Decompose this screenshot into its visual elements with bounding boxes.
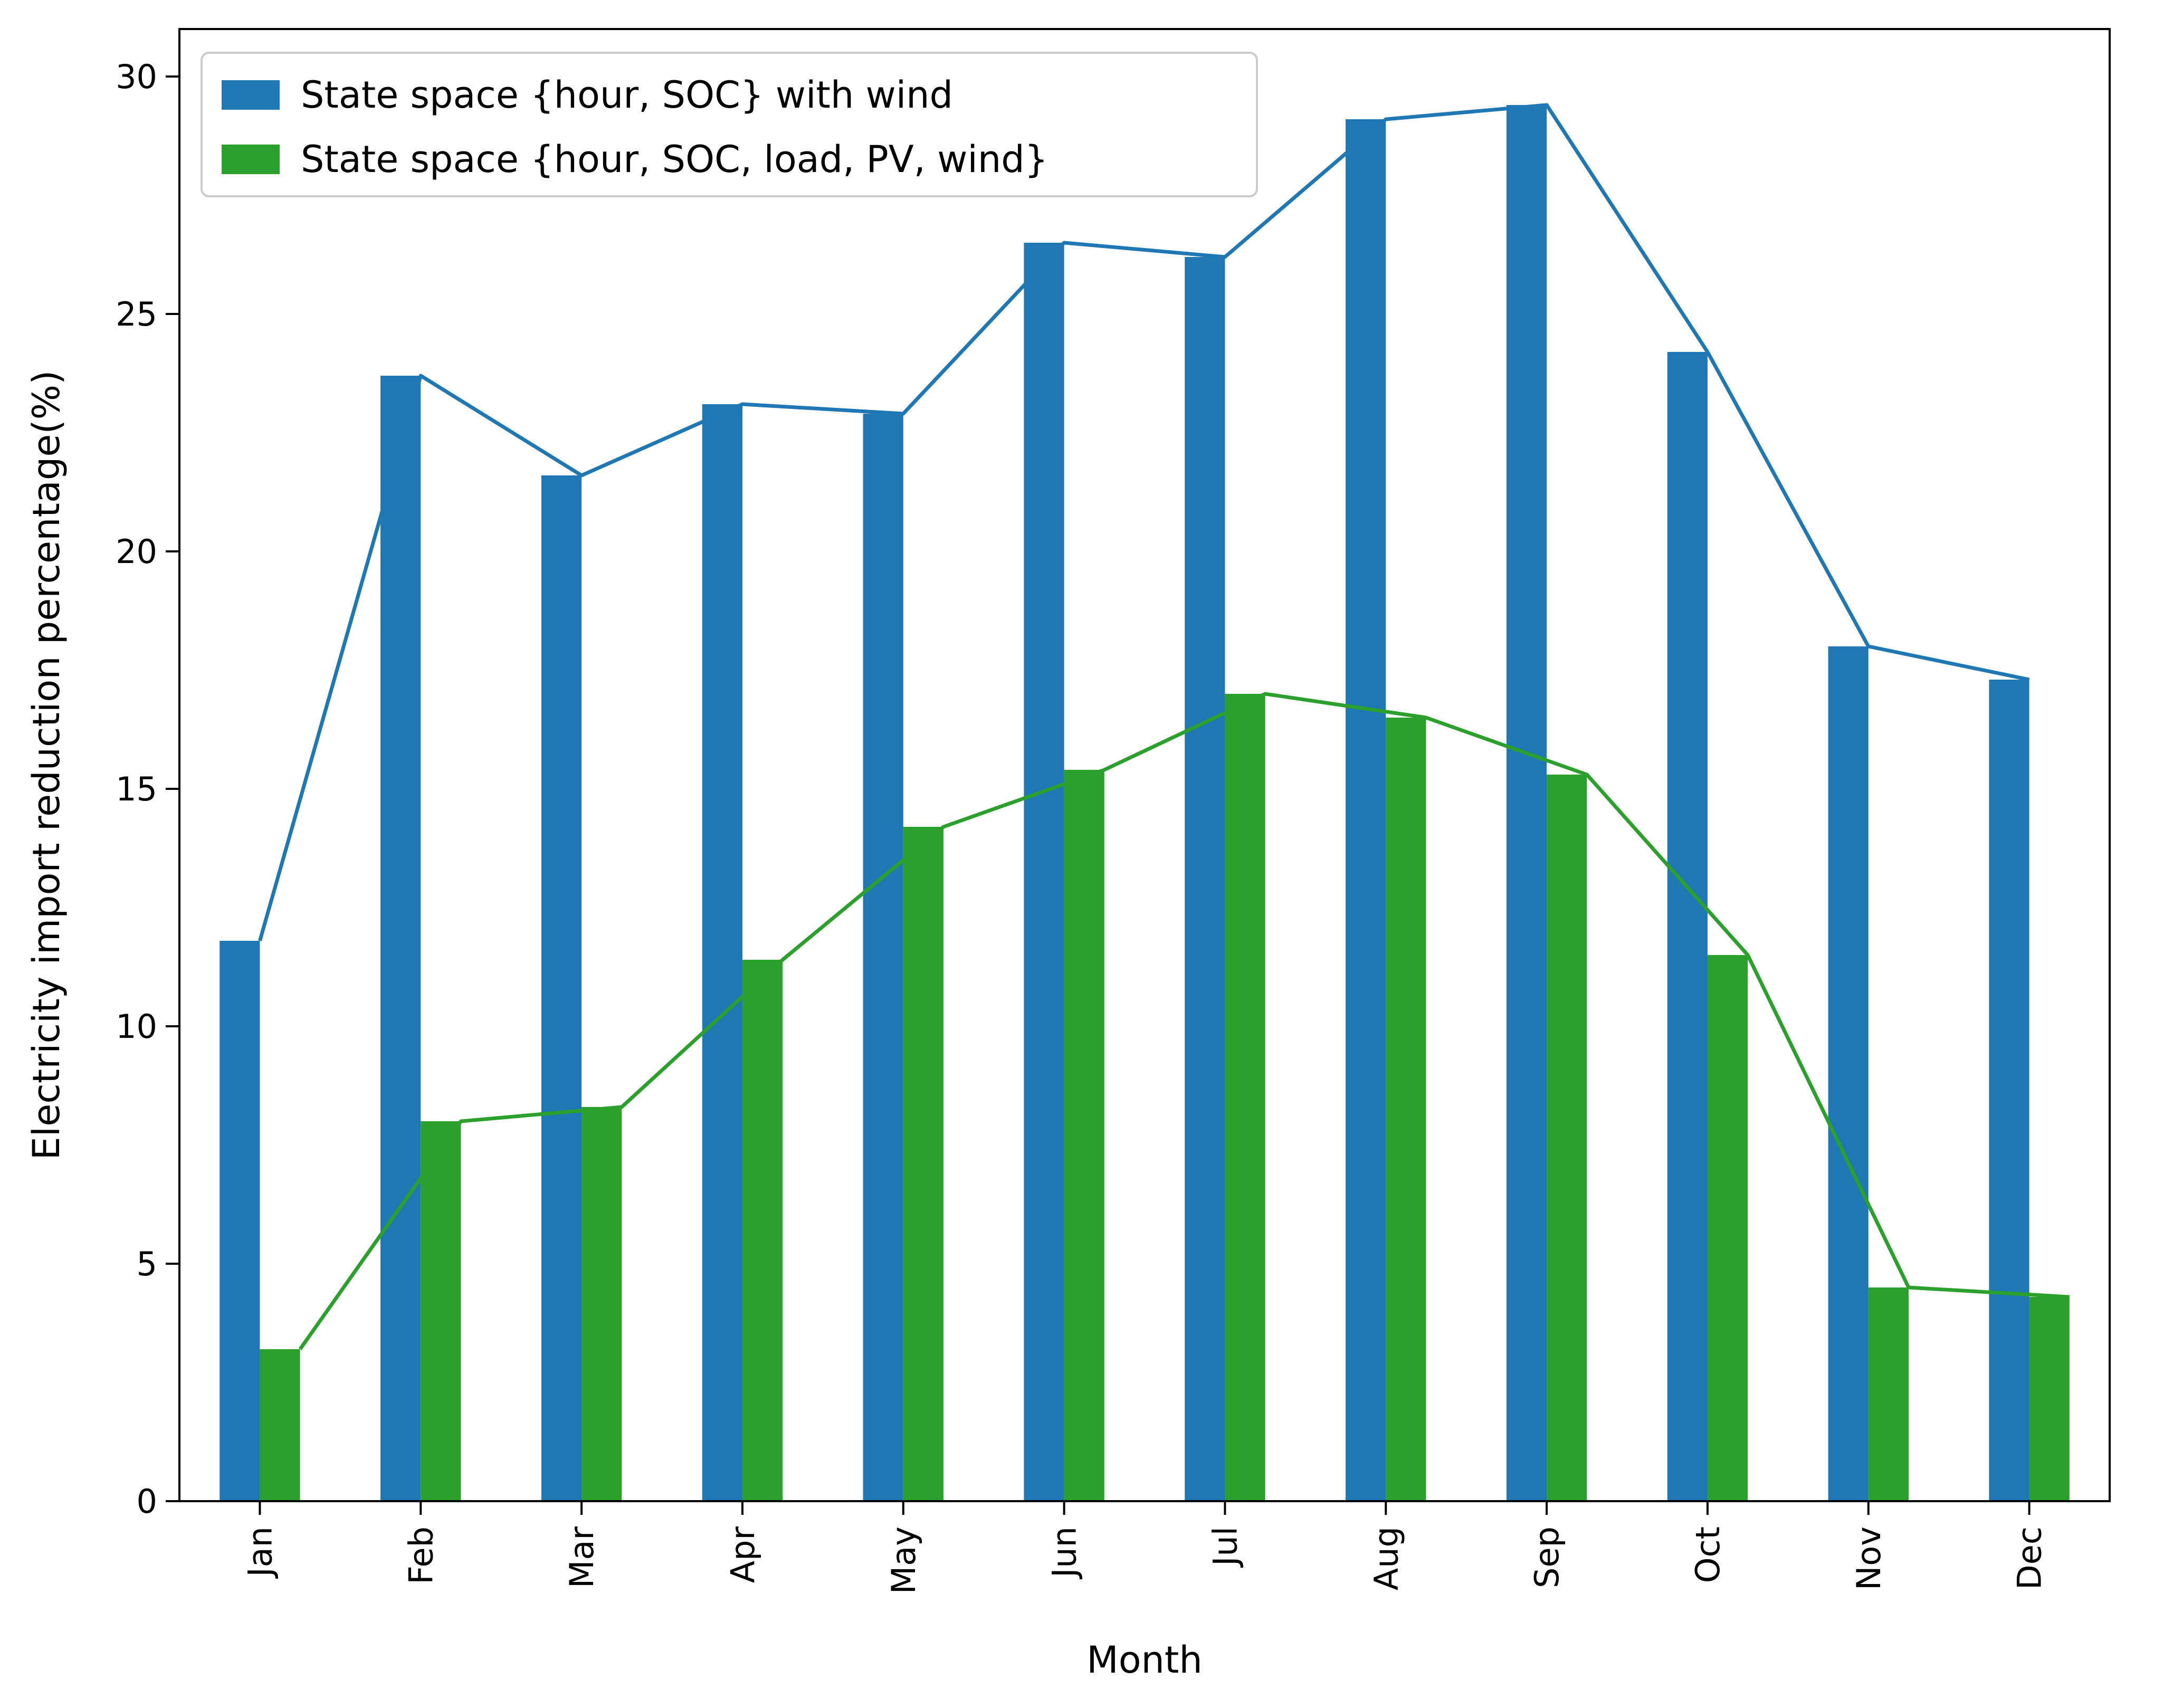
x-tick-label-may: May	[884, 1526, 923, 1594]
y-tick-label: 30	[116, 58, 157, 96]
bar-oct-series-1	[1667, 352, 1708, 1501]
bar-feb-series-2	[421, 1121, 461, 1501]
bar-sep-series-1	[1506, 105, 1547, 1501]
x-axis-title: Month	[1086, 1638, 1202, 1682]
bar-dec-series-1	[1989, 680, 2029, 1501]
bar-may-series-1	[863, 414, 903, 1501]
bar-nov-series-2	[1868, 1287, 1909, 1501]
bars-layer	[220, 105, 2070, 1501]
trend-lines-layer	[258, 103, 2070, 1351]
bar-jul-series-1	[1185, 257, 1225, 1501]
x-tick-label-mar: Mar	[563, 1526, 601, 1588]
x-tick-label-jan: Jan	[241, 1526, 279, 1579]
trend-line-series-1	[258, 103, 2030, 941]
legend-label-series-1: State space {hour, SOC} with wind	[301, 73, 953, 117]
x-tick-label-jul: Jul	[1206, 1526, 1244, 1568]
bar-apr-series-1	[702, 404, 742, 1501]
bar-jun-series-2	[1064, 770, 1104, 1501]
x-tick-label-aug: Aug	[1367, 1526, 1405, 1590]
bar-jan-series-2	[260, 1349, 300, 1501]
bar-mar-series-2	[582, 1107, 622, 1501]
x-tick-label-jun: Jun	[1045, 1526, 1084, 1580]
y-axis-title: Electricity import reduction percentage(…	[25, 370, 68, 1160]
y-tick-label: 20	[116, 532, 157, 571]
bar-jul-series-2	[1225, 694, 1265, 1501]
x-tick-label-feb: Feb	[402, 1526, 440, 1585]
x-tick-label-dec: Dec	[2010, 1526, 2049, 1590]
y-tick-label: 25	[116, 295, 157, 333]
bar-feb-series-1	[380, 376, 421, 1501]
bar-nov-series-1	[1828, 646, 1869, 1501]
x-tick-label-apr: Apr	[723, 1526, 762, 1583]
bar-dec-series-2	[2029, 1297, 2070, 1501]
bar-jan-series-1	[220, 941, 260, 1501]
trend-line-series-2	[298, 692, 2070, 1351]
y-tick-label: 10	[116, 1007, 157, 1046]
legend-box	[201, 52, 1258, 197]
legend-swatch-series-2	[222, 145, 280, 174]
bar-aug-series-1	[1346, 119, 1386, 1501]
bar-sep-series-2	[1547, 775, 1587, 1501]
x-tick-label-sep: Sep	[1528, 1526, 1566, 1588]
y-axis: 0 5 10 15 20 25 30	[116, 58, 179, 1521]
y-tick-label: 15	[116, 770, 157, 808]
legend: State space {hour, SOC} with wind State s…	[201, 52, 1258, 197]
bar-jun-series-1	[1024, 243, 1064, 1501]
x-tick-label-oct: Oct	[1689, 1526, 1727, 1583]
bar-aug-series-2	[1386, 718, 1426, 1501]
y-tick-label: 0	[137, 1482, 157, 1521]
legend-label-series-2: State space {hour, SOC, load, PV, wind}	[301, 138, 1048, 181]
y-tick-label: 5	[137, 1245, 157, 1283]
bar-may-series-2	[903, 827, 943, 1501]
bar-oct-series-2	[1707, 955, 1748, 1501]
bar-apr-series-2	[742, 960, 783, 1501]
x-axis: Jan Feb Mar Apr May Jun Jul Aug Sep Oct Nov Dec	[241, 1501, 2049, 1594]
legend-swatch-series-1	[222, 80, 280, 110]
bar-mar-series-1	[541, 475, 582, 1501]
x-tick-label-nov: Nov	[1850, 1526, 1888, 1590]
plot-area	[179, 29, 2110, 1501]
plot-frame	[178, 28, 2111, 1502]
